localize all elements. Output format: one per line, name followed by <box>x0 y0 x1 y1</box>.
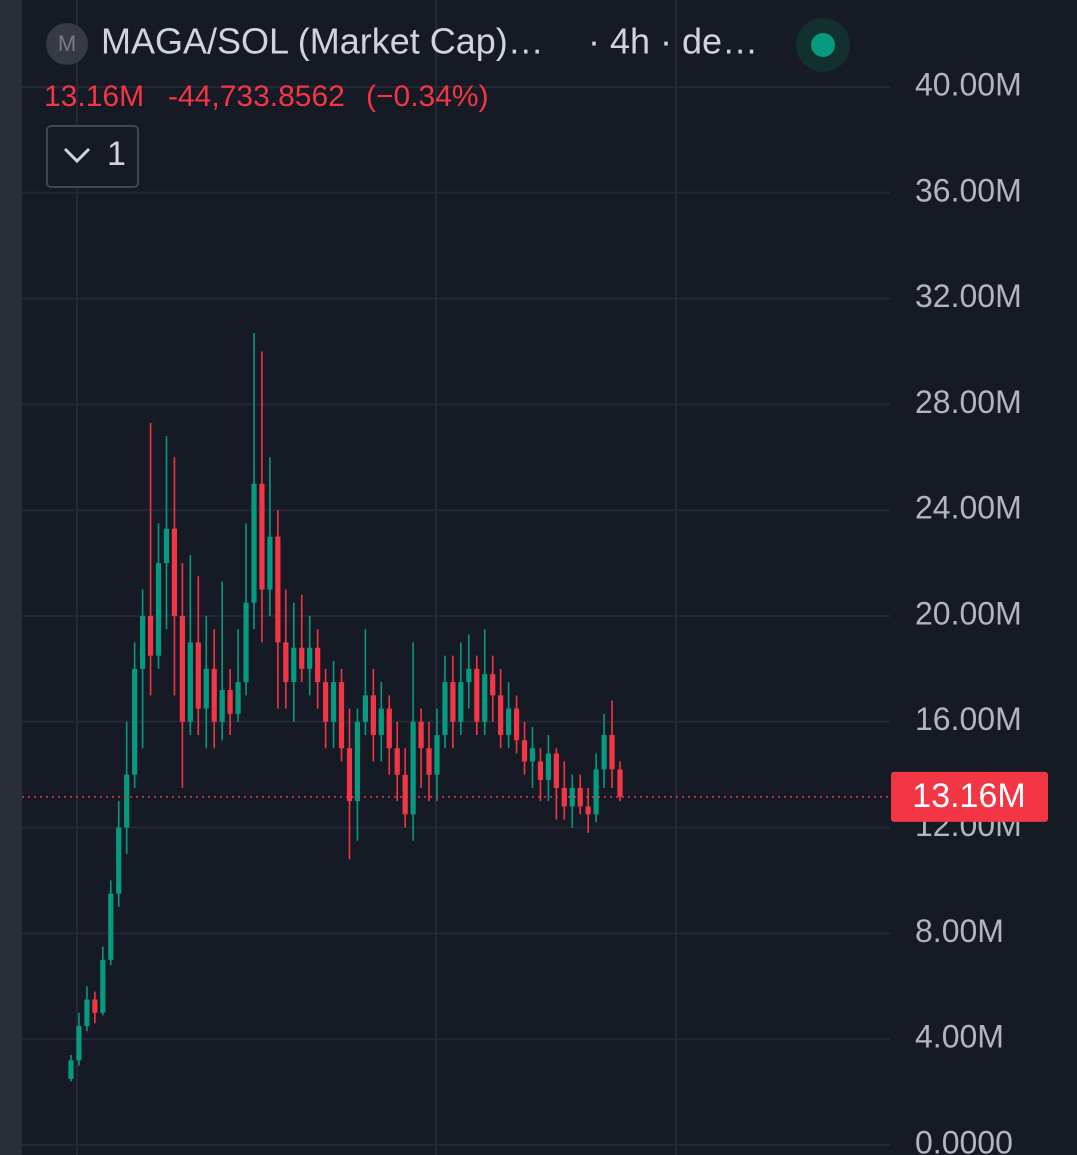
y-tick-label: 36.00M <box>915 172 1022 208</box>
y-tick-label: 16.00M <box>915 701 1022 737</box>
candle-body <box>569 787 575 807</box>
candle-body <box>315 647 321 683</box>
last-price-label: 13.16M <box>912 777 1025 815</box>
last-value: 13.16M <box>44 80 144 113</box>
candle-body <box>171 528 178 616</box>
candle-body <box>299 647 305 669</box>
candle-body <box>116 827 122 894</box>
candle-body <box>354 721 361 802</box>
candle-body <box>529 748 536 762</box>
candle-body <box>100 959 106 1013</box>
candle-body <box>482 674 488 722</box>
y-tick-label: 4.00M <box>915 1019 1004 1055</box>
candle-body <box>267 536 273 590</box>
candle-body <box>155 563 162 656</box>
left-edge <box>0 0 22 1155</box>
candle-body <box>426 748 432 775</box>
candle-body <box>545 753 551 780</box>
status-dot <box>811 33 835 57</box>
candle-body <box>458 682 464 722</box>
candle-body <box>291 647 297 683</box>
legend-header: M MAGA/SOL (Market Cap)… · 4h · de… 13.1… <box>44 18 850 188</box>
interval[interactable]: · 4h · de… <box>588 21 758 62</box>
candle-body <box>474 668 480 722</box>
y-tick-label: 8.00M <box>915 913 1004 949</box>
candle-body <box>553 753 559 788</box>
candle-body <box>323 682 329 722</box>
candle-body <box>219 690 225 722</box>
candle-body <box>402 774 408 815</box>
candle-body <box>203 668 209 709</box>
candle-body <box>195 642 201 709</box>
candle-body <box>450 682 456 722</box>
y-tick-label: 0.0000 <box>915 1124 1013 1155</box>
candle-body <box>561 787 567 807</box>
y-tick-label: 20.00M <box>915 595 1022 631</box>
candle-body <box>140 615 146 669</box>
candle-body <box>362 695 368 722</box>
candle-body <box>498 695 504 735</box>
candle-body <box>211 668 217 722</box>
candle-body <box>275 536 281 643</box>
candle-body <box>108 893 114 960</box>
candle-body <box>537 761 544 780</box>
candle-body <box>283 642 289 683</box>
change-percent: (−0.34%) <box>366 80 489 113</box>
candle-body <box>307 647 313 669</box>
indicator-toggle[interactable] <box>46 125 139 188</box>
candle-body <box>124 774 130 828</box>
symbol-icon-letter: M <box>58 31 76 56</box>
candle-body <box>434 735 440 775</box>
candle-body <box>601 735 607 770</box>
candle-body <box>378 708 384 735</box>
candle-body <box>521 740 528 762</box>
last-price-box <box>891 771 1048 822</box>
candle-body <box>243 602 249 683</box>
candle-body <box>84 999 90 1026</box>
indicator-count: 1 <box>107 135 126 173</box>
candle-body <box>179 615 185 722</box>
candle-body <box>259 483 265 590</box>
candle-body <box>609 735 615 770</box>
candle-body <box>585 806 591 815</box>
candle-body <box>394 748 400 775</box>
candle-body <box>132 668 138 775</box>
candle-body <box>68 1060 74 1079</box>
candle-body <box>386 708 392 749</box>
chart-title[interactable]: MAGA/SOL (Market Cap)… <box>101 21 544 62</box>
candle-body <box>617 769 623 797</box>
candle-body <box>147 615 154 656</box>
candle-body <box>593 769 599 815</box>
candle-body <box>418 721 424 749</box>
candle-body <box>346 748 353 802</box>
y-tick-label: 32.00M <box>915 278 1022 314</box>
last-price: 13.16M <box>22 771 1048 822</box>
candle-body <box>92 999 98 1013</box>
candle-body <box>76 1025 82 1061</box>
candle-body <box>235 682 241 714</box>
symbol-icon <box>46 23 88 65</box>
candle-body <box>513 708 520 741</box>
candle-body <box>163 528 170 564</box>
candle-body <box>227 690 233 714</box>
candle-body <box>338 682 345 749</box>
candle-body <box>410 721 416 815</box>
y-tick-label: 24.00M <box>915 490 1022 526</box>
y-tick-label: 28.00M <box>915 384 1022 420</box>
candle-body <box>506 708 512 735</box>
candle-body <box>490 674 496 696</box>
candle-body <box>370 695 376 735</box>
candle-body <box>330 682 337 722</box>
candle-body <box>466 668 472 683</box>
y-tick-label: 40.00M <box>915 66 1022 102</box>
change-value: -44,733.8562 <box>168 80 345 113</box>
chevron-icon <box>63 147 91 164</box>
candle-body <box>251 483 257 603</box>
candles <box>68 332 623 1082</box>
candle-body <box>442 682 448 735</box>
candle-body <box>187 642 193 722</box>
